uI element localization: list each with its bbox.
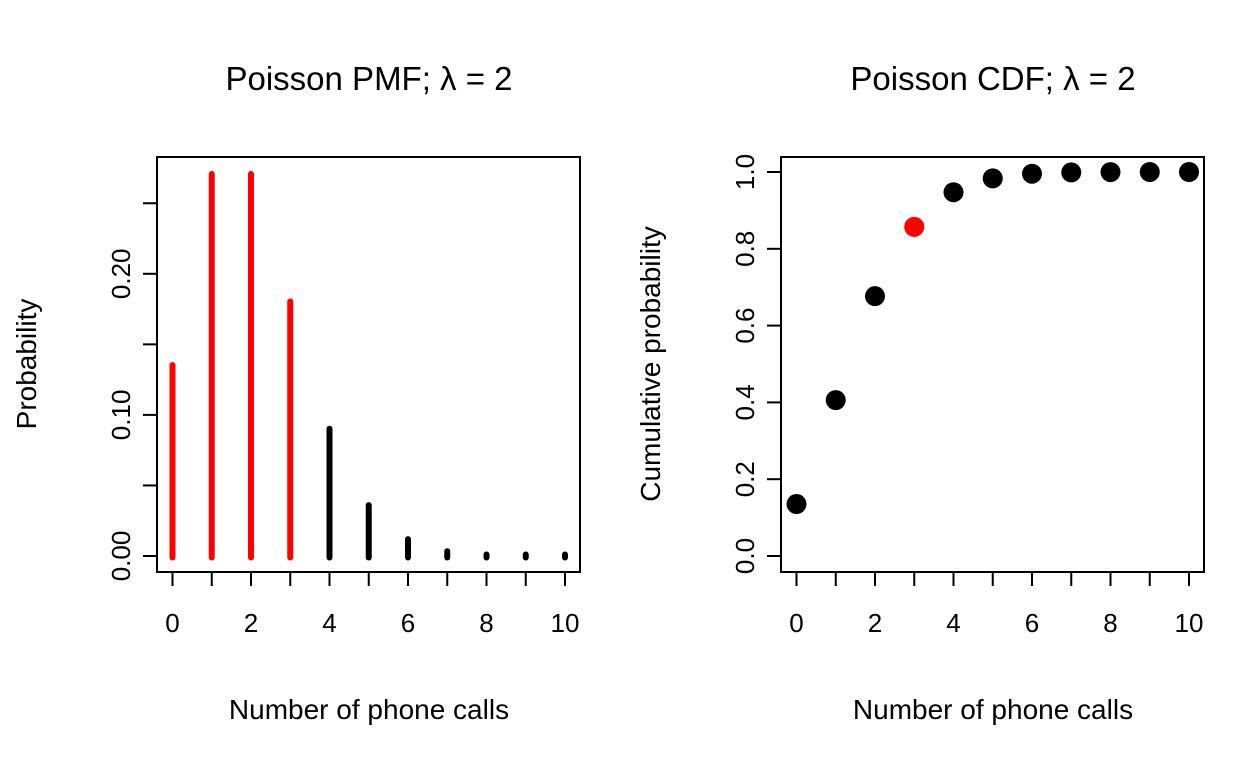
cdf-point (1022, 163, 1042, 184)
cdf-point (1100, 162, 1121, 183)
pmf-x-tick-label: 4 (322, 608, 336, 638)
pmf-y-axis-label: Probability (11, 299, 42, 430)
cdf-x-tick-label: 0 (789, 608, 803, 638)
pmf-x-axis: 0 2 4 6 8 10 (165, 571, 580, 638)
pmf-panel: Poisson PMF; λ = 2 0 2 4 6 8 10 0.000.100.20 … (11, 60, 581, 725)
cdf-y-tick-label: 0.4 (730, 384, 760, 420)
cdf-point (1139, 162, 1160, 182)
pmf-y-tick-label: 0.00 (106, 531, 136, 582)
pmf-x-tick-label: 0 (165, 608, 179, 638)
pmf-title: Poisson PMF; λ = 2 (225, 60, 512, 97)
cdf-x-tick-label: 8 (1103, 608, 1117, 638)
pmf-y-tick-label: 0.10 (106, 390, 136, 441)
cdf-y-axis: 0.0 0.2 0.4 0.6 0.8 1.0 (730, 154, 782, 574)
pmf-x-axis-label: Number of phone calls (229, 694, 509, 725)
cdf-point (982, 168, 1003, 189)
cdf-x-tick-label: 4 (946, 608, 960, 638)
cdf-y-axis-label: Cumulative probability (635, 226, 666, 501)
cdf-points (786, 162, 1199, 515)
cdf-panel: Poisson CDF; λ = 2 0 2 4 6 8 10 0.00.20.40.60… (635, 60, 1205, 725)
cdf-point (786, 494, 807, 515)
cdf-x-tick-label: 6 (1025, 608, 1039, 638)
pmf-x-tick-label: 2 (244, 608, 258, 638)
pmf-y-axis: 0.00 0.10 0.20 (106, 202, 158, 582)
pmf-y-tick-label: 0.20 (106, 248, 136, 299)
cdf-y-tick-label: 0.2 (730, 461, 760, 497)
cdf-point (943, 182, 964, 203)
cdf-point (825, 390, 846, 411)
cdf-point (904, 216, 925, 237)
cdf-point (1179, 162, 1199, 182)
pmf-x-tick-label: 6 (401, 608, 415, 638)
cdf-y-tick-label: 0.0 (730, 538, 760, 574)
cdf-y-tick-label: 0.6 (730, 308, 760, 344)
cdf-y-tick-label: 1.0 (730, 154, 760, 190)
cdf-x-tick-label: 2 (868, 608, 882, 638)
cdf-title: Poisson CDF; λ = 2 (850, 60, 1135, 97)
cdf-y-tick-label: 0.8 (730, 231, 760, 267)
pmf-x-tick-label: 10 (551, 608, 580, 638)
pmf-bars (169, 171, 568, 561)
cdf-x-axis: 0 2 4 6 8 10 (789, 571, 1204, 638)
cdf-plot-frame (780, 156, 1205, 573)
cdf-x-axis-label: Number of phone calls (853, 694, 1133, 725)
cdf-point (865, 286, 885, 307)
cdf-x-tick-label: 10 (1175, 608, 1204, 638)
pmf-x-tick-label: 8 (479, 608, 493, 638)
cdf-point (1061, 162, 1082, 183)
